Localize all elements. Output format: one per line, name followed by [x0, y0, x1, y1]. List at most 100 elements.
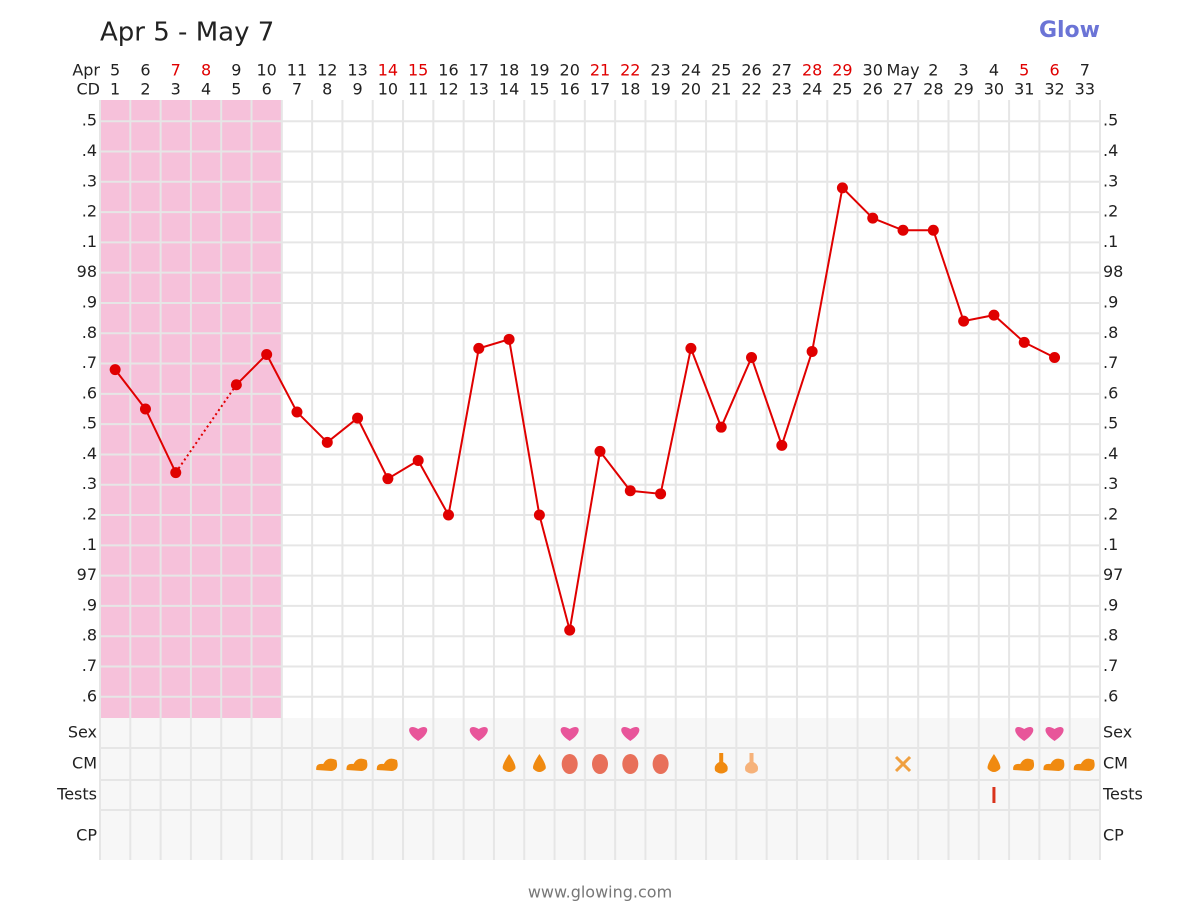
y-tick-label: .5	[82, 414, 97, 433]
row-label-right: Tests	[1102, 785, 1143, 804]
temperature-point	[897, 224, 909, 236]
cycle-day-label: 21	[711, 80, 731, 99]
cycle-day-label: 20	[681, 80, 701, 99]
row-label: Sex	[68, 723, 97, 742]
date-label: 10	[256, 61, 276, 80]
y-tick-label: .2	[82, 505, 97, 524]
y-tick-label-right: .3	[1103, 474, 1118, 493]
date-label: 7	[171, 61, 181, 80]
cycle-day-label: 9	[352, 80, 362, 99]
date-label: 6	[1049, 61, 1059, 80]
cycle-day-label: 3	[171, 80, 181, 99]
date-label: 17	[469, 61, 489, 80]
temperature-point	[503, 333, 515, 345]
y-tick-label: .7	[82, 656, 97, 675]
date-label: 15	[408, 61, 428, 80]
temperature-point	[988, 309, 1000, 321]
cycle-day-label: 11	[408, 80, 428, 99]
date-label: 11	[287, 61, 307, 80]
temperature-point	[412, 455, 424, 466]
rows-background	[100, 718, 1100, 860]
y-tick-label-right: .8	[1103, 626, 1118, 645]
y-tick-label-right: .3	[1103, 171, 1118, 190]
cm-creamy	[346, 758, 368, 771]
temperature-point	[170, 467, 182, 479]
temperature-point	[958, 315, 970, 327]
sex-heart	[469, 727, 488, 741]
cm-creamy	[1073, 758, 1095, 771]
temperature-point	[109, 364, 121, 376]
date-label: 21	[590, 61, 610, 80]
y-tick-label: .2	[82, 202, 97, 221]
y-tick-label: .8	[82, 323, 97, 342]
temperature-point	[776, 439, 788, 451]
logo: Glow	[1039, 18, 1100, 43]
temperature-point	[594, 445, 606, 457]
cm-creamy	[1043, 758, 1065, 771]
temperature-point	[230, 379, 242, 391]
cycle-day-label: 29	[953, 80, 973, 99]
row-label: CP	[76, 826, 97, 845]
date-label: 20	[560, 61, 580, 80]
cycle-day-label: 30	[984, 80, 1004, 99]
y-tick-label-right: .4	[1103, 141, 1118, 160]
cm-creamy	[1013, 758, 1035, 771]
cycle-day-label: 23	[772, 80, 792, 99]
cycle-day-label: 16	[560, 80, 580, 99]
date-label: 4	[989, 61, 999, 80]
temperature-point	[139, 403, 151, 415]
date-label: 18	[499, 61, 519, 80]
row-label-right: CP	[1103, 826, 1124, 845]
temperature-point	[442, 509, 454, 521]
cycle-day-label: 17	[590, 80, 610, 99]
cycle-day-label: 28	[923, 80, 943, 99]
footer: www.glowing.com	[528, 883, 672, 902]
y-tick-label-right: 97	[1103, 565, 1123, 584]
sex-heart	[409, 727, 428, 741]
temperature-point	[291, 406, 303, 418]
y-tick-label-right: .9	[1103, 595, 1118, 614]
date-label: 7	[1080, 61, 1090, 80]
cycle-day-label: 25	[832, 80, 852, 99]
date-label: 9	[231, 61, 241, 80]
y-tick-label-right: .6	[1103, 686, 1118, 705]
cm-watery	[987, 754, 1001, 772]
cycle-day-label: 22	[741, 80, 761, 99]
date-label: 13	[347, 61, 367, 80]
temperature-point	[746, 352, 758, 363]
cycle-day-label: 27	[893, 80, 913, 99]
cycle-day-label: 26	[863, 80, 883, 99]
y-tick-label-right: 98	[1103, 262, 1123, 281]
temperature-point	[1018, 336, 1030, 348]
temperature-point	[836, 182, 848, 194]
y-tick-label: .1	[82, 232, 97, 251]
date-label: 14	[378, 61, 398, 80]
date-label: 27	[772, 61, 792, 80]
cd-label: CD	[77, 80, 101, 99]
cycle-day-label: 6	[262, 80, 272, 99]
sex-heart	[1015, 727, 1034, 741]
cm-creamy	[316, 758, 338, 771]
temperature-point	[867, 212, 879, 224]
cycle-day-label: 5	[231, 80, 241, 99]
cm-sticky	[745, 753, 759, 774]
cycle-day-label: 19	[650, 80, 670, 99]
y-tick-label: .4	[82, 141, 97, 160]
y-tick-label-right: .8	[1103, 323, 1118, 342]
date-label: May	[886, 61, 919, 80]
cm-eggwhite	[561, 754, 578, 774]
date-label: 19	[529, 61, 549, 80]
y-tick-label-right: .1	[1103, 232, 1118, 251]
y-tick-label: .6	[82, 383, 97, 402]
temperature-point	[655, 488, 667, 500]
date-label: 23	[650, 61, 670, 80]
date-label: 2	[928, 61, 938, 80]
y-tick-label: .7	[82, 353, 97, 372]
y-tick-label-right: .1	[1103, 535, 1118, 554]
temperature-point	[806, 345, 818, 357]
y-tick-label-right: .6	[1103, 383, 1118, 402]
cm-eggwhite	[592, 754, 608, 774]
date-label: 8	[201, 61, 211, 80]
cm-watery	[532, 754, 546, 772]
y-tick-label-right: .5	[1103, 111, 1118, 130]
